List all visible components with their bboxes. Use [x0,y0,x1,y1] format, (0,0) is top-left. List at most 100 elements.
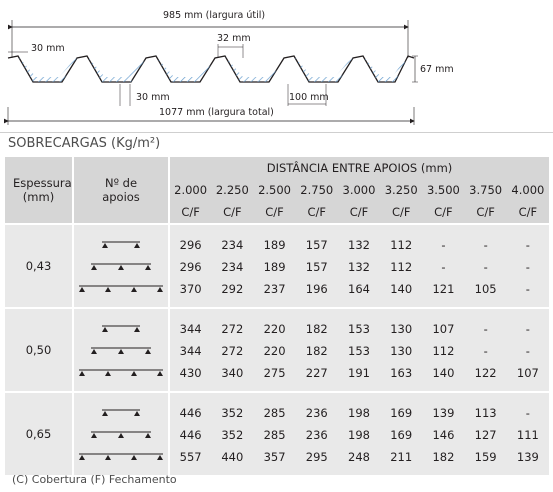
load-value-cell: 430 [167,362,212,392]
load-value-cell: 272 [221,344,244,358]
span-header: 2.000 [167,179,212,201]
load-value-cell: 198 [348,428,370,442]
table-row: 0,65 446 352 285 236 198 169 139 113- [5,391,549,475]
thickness-cell: 0,43 [5,223,73,308]
span-header: 3.750 [469,183,503,197]
load-value-cell: - [483,260,488,274]
total-width-label: 1077 mm (largura total) [159,107,274,118]
cf-header: C/F [391,205,411,219]
span-header: 2.750 [300,183,334,197]
load-value-cell: 295 [305,450,328,464]
load-value-cell: 236 [295,391,338,424]
load-value-cell: 153 [337,307,381,340]
cf-header: C/F [518,205,538,219]
load-value-cell: - [441,260,446,274]
table-row: 430 340 275 227 191 163 140 122 107 [5,362,549,392]
load-value-cell: 189 [253,223,296,256]
divider [0,132,553,133]
thickness-cell: 0,50 [5,307,73,392]
crest-width-label: 32 mm [217,33,251,44]
useful-width-label: 985 mm (largura útil) [163,10,266,21]
load-value-cell: 132 [348,260,370,274]
load-value-cell: 169 [380,391,423,424]
load-value-cell: 153 [348,344,370,358]
load-value-cell: 357 [263,450,286,464]
load-value-cell: 237 [263,282,286,296]
load-value-cell: 248 [348,450,370,464]
supports-diagram-icon [102,241,140,248]
thickness-cell: 0,65 [5,391,73,475]
load-value-cell: - [525,260,530,274]
load-value-cell: 159 [474,450,497,464]
load-value-cell: 344 [167,307,212,340]
load-value-cell: 191 [348,366,370,380]
supports-diagram-icon [79,285,163,292]
supports-header: Nº de apoios [72,157,169,224]
load-value-cell: 146 [432,428,455,442]
load-value-cell: 157 [295,223,338,256]
supports-diagram-icon [102,409,140,416]
load-value-cell: 132 [337,223,381,256]
load-value-cell: 234 [221,260,244,274]
section-title: SOBRECARGAS (Kg/m²) [8,136,161,151]
table-row: 370 292 237 196 164 140 121 105 - [5,278,549,308]
load-value-cell: 285 [263,428,286,442]
load-value-cell: 107 [422,307,465,340]
load-value-cell: 272 [211,307,254,340]
load-value-cell: 182 [295,307,338,340]
load-value-cell: 112 [432,344,455,358]
supports-diagram-icon [102,325,140,332]
span-header: 3.500 [426,183,460,197]
cf-header: C/F [223,205,242,219]
load-value-cell: - [506,307,549,340]
cf-header: C/F [349,205,369,219]
load-value-cell: 220 [263,344,286,358]
load-value-cell: - [525,282,530,296]
supports-cell [72,362,169,392]
span-header: 4.000 [511,183,545,197]
load-value-cell: 139 [516,450,539,464]
load-value-cell: 220 [253,307,296,340]
span-header: 2.500 [258,183,292,197]
supports-diagram-icon [91,431,151,438]
load-value-cell: - [525,344,530,358]
supports-diagram-icon [79,369,163,376]
load-value-cell: 139 [422,391,465,424]
load-value-cell: 182 [432,450,455,464]
load-value-cell: 352 [221,428,244,442]
edge-width-label: 30 mm [31,43,65,54]
table-row: 557 440 357 295 248 211 182 159 139 [5,446,549,475]
cf-header: C/F [476,205,495,219]
supports-cell [72,340,169,362]
load-value-cell: 105 [474,282,497,296]
supports-diagram-icon [91,347,151,354]
table-row: 0,50 344 272 220 182 153 130 107- - [5,307,549,392]
load-value-cell: 111 [516,428,539,442]
load-value-cell: - [506,223,549,256]
table-row: 344 272 220 182 153 130 112 - - [5,340,549,362]
table-row: 0,43 296 234 189 157 132 112- - - [5,223,549,308]
load-value-cell: - [464,307,507,340]
supports-cell [72,278,169,308]
span-header: 3.250 [384,183,418,197]
bottom-span-label: 100 mm [289,92,329,103]
supports-cell [72,424,169,446]
load-value-cell: 112 [390,260,413,274]
table-row: 446 352 285 236 198 169 146 127 111 [5,424,549,446]
load-value-cell: 107 [516,366,539,380]
load-value-cell: 127 [474,428,497,442]
supports-diagram-icon [79,453,163,460]
load-value-cell: - [506,391,549,424]
load-value-cell: 344 [167,340,212,362]
load-value-cell: 121 [432,282,455,296]
load-value-cell: 163 [390,366,413,380]
load-value-cell: 352 [211,391,254,424]
load-value-cell: 140 [390,282,413,296]
load-value-cell: 198 [337,391,381,424]
load-value-cell: 285 [253,391,296,424]
load-value-cell: - [464,223,507,256]
table-row: 296 234 189 157 132 112 - - - [5,256,549,278]
load-value-cell: 112 [380,223,423,256]
load-value-cell: 169 [390,428,413,442]
supports-cell [72,446,169,475]
